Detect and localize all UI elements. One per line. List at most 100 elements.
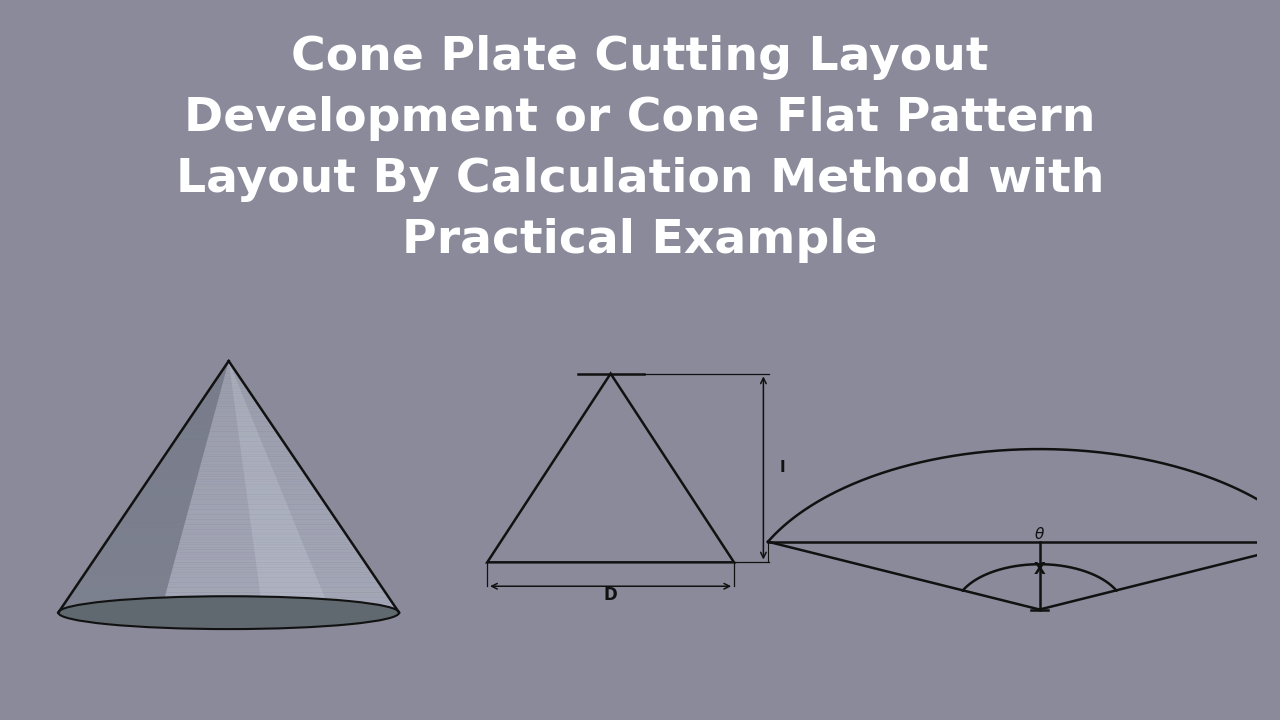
Polygon shape xyxy=(256,567,314,570)
Polygon shape xyxy=(204,396,255,399)
Polygon shape xyxy=(183,426,275,429)
Polygon shape xyxy=(220,371,237,374)
Polygon shape xyxy=(259,582,320,585)
Polygon shape xyxy=(81,577,376,580)
Polygon shape xyxy=(179,431,278,434)
Polygon shape xyxy=(227,361,230,364)
Polygon shape xyxy=(229,364,230,366)
Polygon shape xyxy=(257,575,316,577)
Polygon shape xyxy=(233,396,244,399)
Polygon shape xyxy=(129,505,328,507)
Polygon shape xyxy=(234,406,248,409)
Polygon shape xyxy=(142,487,195,490)
Polygon shape xyxy=(92,560,175,562)
Polygon shape xyxy=(90,565,174,567)
Polygon shape xyxy=(142,487,316,490)
Polygon shape xyxy=(227,361,229,364)
Polygon shape xyxy=(243,469,274,472)
Polygon shape xyxy=(114,527,184,530)
Polygon shape xyxy=(242,459,270,462)
Polygon shape xyxy=(174,439,283,441)
Polygon shape xyxy=(160,459,202,462)
Polygon shape xyxy=(124,512,333,515)
Polygon shape xyxy=(262,608,330,610)
Polygon shape xyxy=(180,429,210,431)
Polygon shape xyxy=(225,364,232,366)
Polygon shape xyxy=(230,371,234,374)
Polygon shape xyxy=(116,525,184,527)
Polygon shape xyxy=(175,436,209,439)
Polygon shape xyxy=(72,590,385,593)
Polygon shape xyxy=(234,399,244,401)
Polygon shape xyxy=(232,386,239,389)
Polygon shape xyxy=(251,522,296,525)
Polygon shape xyxy=(259,577,317,580)
Polygon shape xyxy=(137,495,321,497)
Text: Cone Plate Cutting Layout
Development or Cone Flat Pattern
Layout By Calculation: Cone Plate Cutting Layout Development or… xyxy=(175,35,1105,263)
Polygon shape xyxy=(230,374,234,376)
Polygon shape xyxy=(193,411,265,414)
Polygon shape xyxy=(209,389,221,391)
Polygon shape xyxy=(184,424,273,426)
Polygon shape xyxy=(170,444,206,446)
Polygon shape xyxy=(251,527,297,530)
Polygon shape xyxy=(253,542,303,545)
Polygon shape xyxy=(186,421,212,424)
Polygon shape xyxy=(261,605,329,608)
Polygon shape xyxy=(64,603,394,605)
Polygon shape xyxy=(157,464,301,467)
Polygon shape xyxy=(70,593,387,595)
Polygon shape xyxy=(256,560,311,562)
Polygon shape xyxy=(188,419,212,421)
Polygon shape xyxy=(191,414,266,416)
Polygon shape xyxy=(224,366,228,369)
Polygon shape xyxy=(186,421,271,424)
Polygon shape xyxy=(164,454,293,456)
Polygon shape xyxy=(76,585,168,588)
Polygon shape xyxy=(61,605,163,608)
Polygon shape xyxy=(155,467,302,469)
Polygon shape xyxy=(238,426,256,429)
Polygon shape xyxy=(93,557,175,560)
Polygon shape xyxy=(250,517,293,520)
Polygon shape xyxy=(244,482,279,485)
Polygon shape xyxy=(96,555,177,557)
Polygon shape xyxy=(59,610,161,613)
Polygon shape xyxy=(221,369,236,371)
Polygon shape xyxy=(215,379,224,381)
Polygon shape xyxy=(255,557,310,560)
Polygon shape xyxy=(229,369,233,371)
Polygon shape xyxy=(241,451,266,454)
Polygon shape xyxy=(99,550,358,552)
Polygon shape xyxy=(261,603,328,605)
Polygon shape xyxy=(233,394,243,396)
Polygon shape xyxy=(214,381,223,384)
Polygon shape xyxy=(79,580,379,582)
Polygon shape xyxy=(150,474,307,477)
Polygon shape xyxy=(65,600,392,603)
Polygon shape xyxy=(147,480,197,482)
Polygon shape xyxy=(244,477,276,480)
Polygon shape xyxy=(237,421,255,424)
Polygon shape xyxy=(234,401,246,404)
Polygon shape xyxy=(122,517,337,520)
Polygon shape xyxy=(216,376,241,379)
Polygon shape xyxy=(152,472,198,474)
Polygon shape xyxy=(214,381,244,384)
Polygon shape xyxy=(229,366,232,369)
Polygon shape xyxy=(198,404,260,406)
Polygon shape xyxy=(180,429,276,431)
Polygon shape xyxy=(114,527,343,530)
Polygon shape xyxy=(111,532,182,535)
Polygon shape xyxy=(232,381,238,384)
Polygon shape xyxy=(65,600,164,603)
Polygon shape xyxy=(236,411,250,414)
Polygon shape xyxy=(154,469,200,472)
Polygon shape xyxy=(157,464,201,467)
Polygon shape xyxy=(102,545,355,547)
Polygon shape xyxy=(109,535,348,537)
Polygon shape xyxy=(91,562,366,565)
Polygon shape xyxy=(255,550,306,552)
Polygon shape xyxy=(195,409,216,411)
Polygon shape xyxy=(195,409,262,411)
